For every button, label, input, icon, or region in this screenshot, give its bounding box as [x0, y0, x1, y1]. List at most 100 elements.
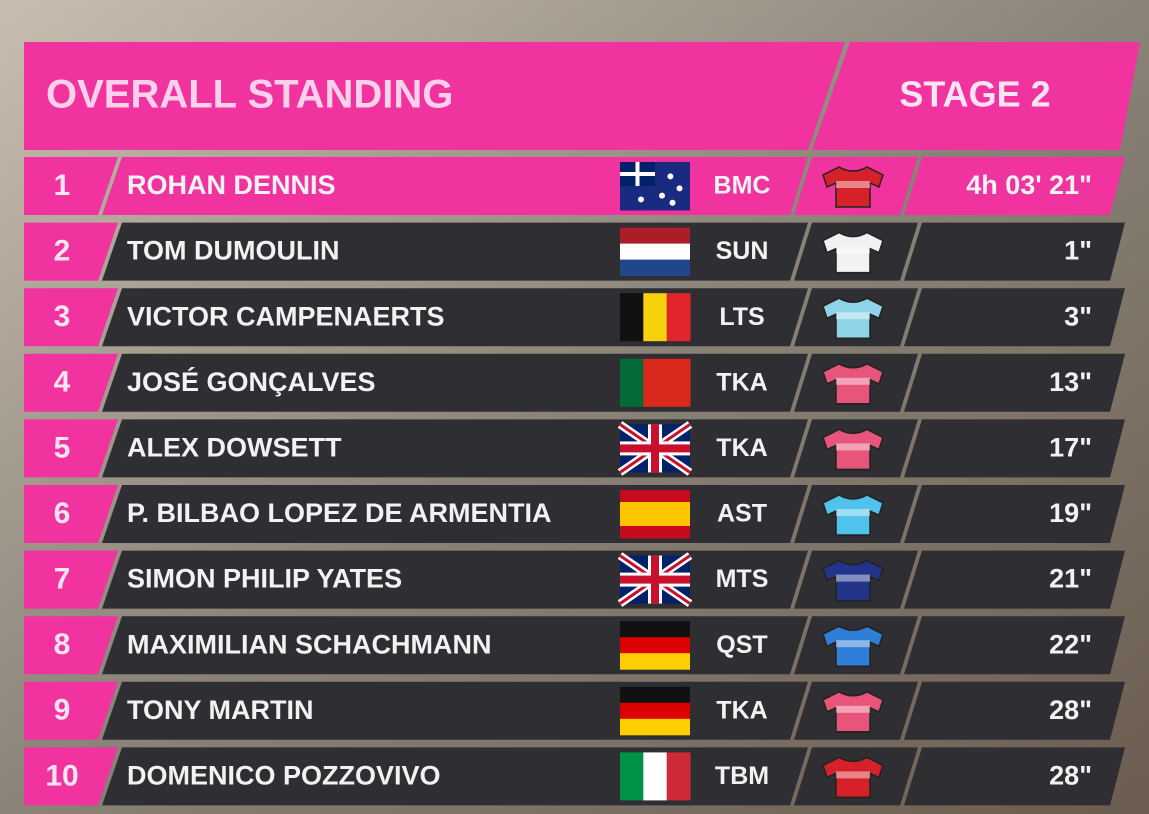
jersey-band	[836, 705, 870, 713]
rank: 9	[54, 694, 71, 727]
jersey-band	[836, 574, 870, 582]
time-cell	[904, 616, 1125, 675]
rider-name: JOSÉ GONÇALVES	[127, 366, 376, 397]
flag-cross	[620, 444, 690, 453]
flag	[617, 421, 693, 476]
header-bar	[24, 42, 845, 150]
jersey	[822, 297, 884, 339]
time-cell	[904, 485, 1125, 543]
jersey	[822, 690, 884, 733]
header-title: OVERALL STANDING	[46, 73, 453, 117]
flag-stripe	[620, 718, 690, 736]
jersey-icon	[822, 494, 884, 536]
team-code: BMC	[714, 172, 771, 200]
jersey	[822, 166, 884, 208]
flag-star	[669, 199, 676, 206]
rider-name: MAXIMILIAN SCHACHMANN	[127, 629, 491, 659]
team-code: AST	[717, 500, 767, 528]
team-code: QST	[716, 631, 767, 659]
team-code: MTS	[716, 565, 769, 593]
rider-name: ALEX DOWSETT	[127, 433, 342, 463]
flag-star	[676, 185, 683, 192]
team-code: TKA	[716, 434, 767, 462]
rider-name: TONY MARTIN	[127, 695, 314, 725]
jersey-icon	[822, 690, 884, 733]
rider-name: ROHAN DENNIS	[127, 170, 336, 200]
rank-box	[24, 616, 118, 675]
flag-star	[638, 196, 644, 203]
rank-box	[24, 419, 118, 478]
rank: 4	[54, 366, 71, 399]
flag-stripe	[620, 502, 690, 515]
jersey-icon	[822, 428, 884, 471]
jersey-icon	[822, 166, 884, 208]
rank-box	[24, 353, 118, 412]
time-cell	[904, 288, 1125, 347]
jersey-band	[836, 377, 870, 385]
flag-star	[667, 173, 674, 180]
rank: 3	[54, 300, 71, 333]
time-cell	[904, 747, 1125, 806]
flag-stripe	[620, 637, 690, 654]
jersey	[822, 231, 884, 274]
jersey-icon	[822, 625, 884, 667]
flag-stripe	[620, 227, 690, 245]
flag	[617, 552, 693, 607]
jersey-band	[836, 181, 870, 188]
rider-name: SIMON PHILIP YATES	[127, 564, 402, 594]
time-gap: 22"	[1049, 629, 1092, 659]
rank-box	[24, 288, 118, 347]
jersey-icon	[822, 362, 884, 405]
rider-name: TOM DUMOULIN	[127, 236, 339, 266]
team-code: TBM	[715, 762, 769, 790]
flag	[620, 358, 691, 407]
jersey	[822, 559, 884, 602]
flag-stripe	[620, 293, 644, 342]
time-gap: 1"	[1064, 236, 1092, 266]
jersey-icon	[822, 559, 884, 602]
flag-stripe	[620, 490, 690, 503]
flag	[620, 621, 690, 670]
time-cell	[904, 222, 1125, 281]
flag-stripe	[620, 514, 690, 527]
rank: 7	[54, 563, 71, 596]
flag-stripe	[620, 653, 690, 670]
rider-name: DOMENICO POZZOVIVO	[127, 761, 441, 791]
rider-name: VICTOR CAMPENAERTS	[127, 301, 445, 331]
rank: 8	[54, 628, 71, 661]
stage-box	[812, 42, 1140, 150]
flag	[620, 752, 691, 801]
rank-box	[24, 747, 118, 806]
rank: 2	[54, 235, 71, 268]
team-code: TKA	[716, 696, 767, 724]
time-gap: 28"	[1049, 695, 1092, 725]
team-code: TKA	[716, 368, 767, 396]
flag-star	[659, 192, 665, 199]
time-cell	[904, 353, 1125, 412]
jersey-icon	[822, 756, 884, 799]
time-gap: 13"	[1049, 367, 1092, 397]
flag-stripe	[620, 702, 690, 720]
stage-label: STAGE 2	[899, 74, 1050, 115]
time-gap: 21"	[1049, 564, 1092, 594]
flag-stripe	[643, 358, 668, 407]
rank: 5	[54, 431, 71, 464]
flag-stripe	[666, 358, 691, 407]
rank: 6	[54, 497, 71, 530]
time-cell	[904, 550, 1125, 609]
jersey-band	[836, 312, 870, 320]
rank-box	[24, 550, 118, 609]
jersey-icon	[822, 297, 884, 339]
rank: 10	[45, 759, 78, 792]
rank: 1	[54, 169, 71, 202]
rank-box	[24, 157, 118, 215]
flag-stripe	[620, 686, 690, 704]
flag-stripe	[620, 752, 644, 801]
team-code: SUN	[716, 237, 769, 265]
time-gap: 17"	[1049, 433, 1092, 463]
jersey	[822, 625, 884, 667]
time-cell	[904, 681, 1125, 740]
flag	[620, 686, 690, 736]
